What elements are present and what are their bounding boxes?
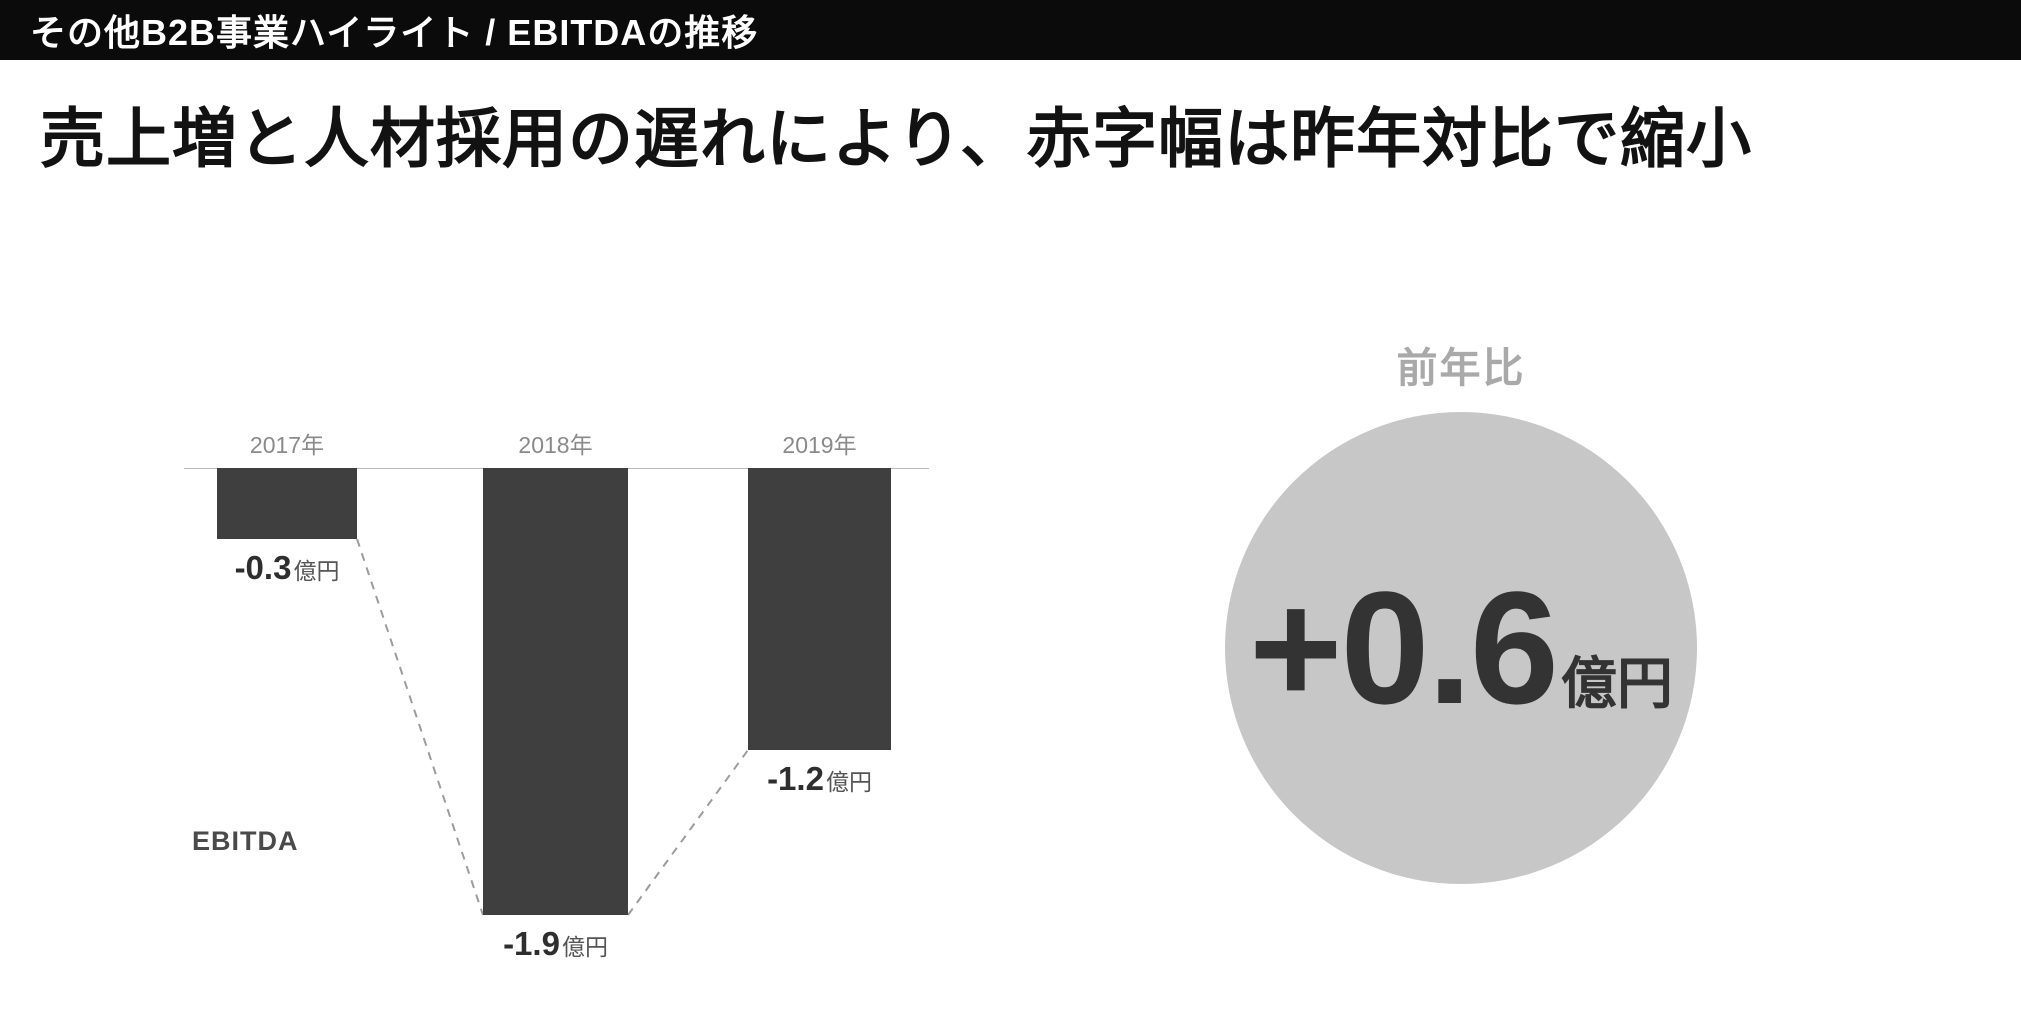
category-label-2017: 2017年 — [249, 432, 325, 458]
series-label-ebitda: EBITDA — [192, 826, 299, 856]
bar-group-2017: 2017年 -0.3 億円 — [217, 430, 357, 587]
bar-2017 — [217, 468, 357, 539]
yoy-value-group: +0.6 億円 — [1249, 556, 1673, 740]
value-unit: 億円 — [825, 769, 872, 795]
category-label-2019: 2019年 — [782, 432, 857, 458]
bar-group-2019: 2019年 -1.2 億円 — [748, 430, 891, 798]
value-label-2018: -1.9 億円 — [503, 925, 608, 963]
bar-group-2018: 2018年 -1.9 億円 — [483, 430, 628, 963]
yoy-circle: +0.6 億円 — [1225, 412, 1697, 884]
ebitda-bar-chart: 2017年 -0.3 億円 2018年 -1.9 億円 2019年 -1.2 億… — [184, 430, 929, 1010]
yoy-label: 前年比 — [1396, 345, 1526, 391]
value-unit: 億円 — [561, 934, 608, 960]
slide-header-bar: その他B2B事業ハイライト / EBITDAの推移 — [0, 0, 2021, 60]
value-number: -1.2 — [767, 760, 824, 797]
yoy-unit: 億円 — [1560, 652, 1673, 715]
bar-2019 — [748, 468, 891, 750]
slide-header-title: その他B2B事業ハイライト / EBITDAの推移 — [30, 12, 759, 53]
bar-2018 — [483, 468, 628, 915]
category-label-2018: 2018年 — [518, 432, 593, 458]
value-number: -1.9 — [503, 925, 560, 962]
value-label-2017: -0.3 億円 — [235, 549, 340, 587]
value-label-2019: -1.2 億円 — [767, 760, 872, 798]
value-unit: 億円 — [293, 558, 340, 584]
yoy-value: +0.6 — [1249, 558, 1559, 737]
headline: 売上増と人材採用の遅れにより、赤字幅は昨年対比で縮小 — [40, 102, 1753, 175]
value-number: -0.3 — [234, 549, 292, 586]
